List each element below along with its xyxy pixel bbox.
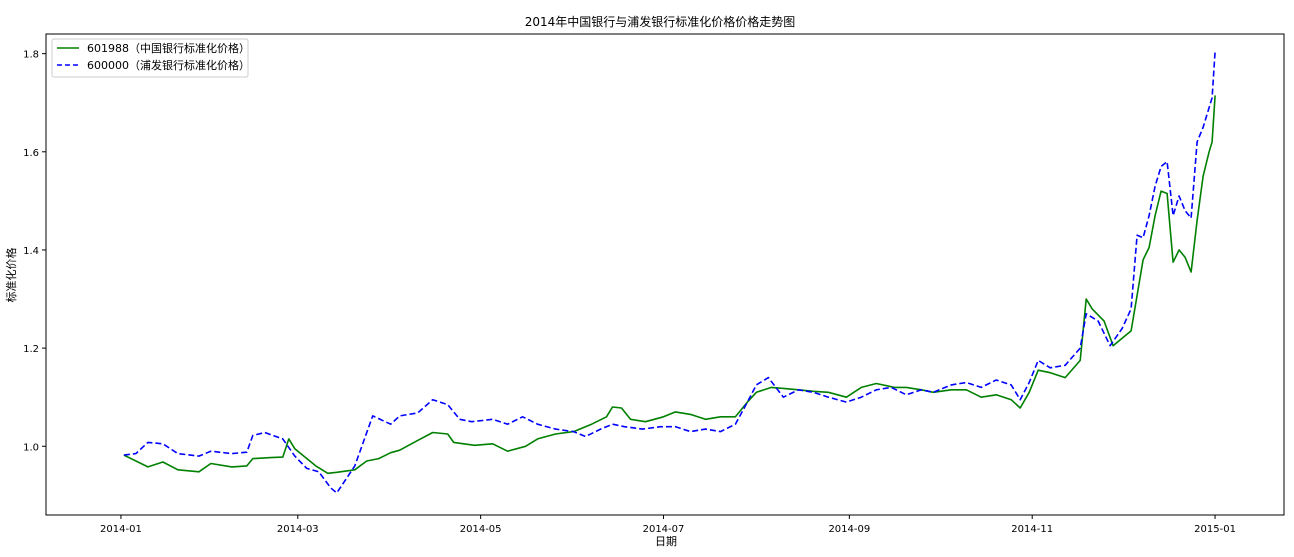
y-axis: 1.0 1.2 1.4 1.6 1.8 — [23, 50, 46, 453]
legend-box — [51, 38, 249, 78]
plot-area — [123, 51, 1216, 494]
x-tick-label: 2014-07 — [643, 524, 685, 535]
y-tick-label: 1.4 — [23, 246, 39, 257]
y-tick-label: 1.8 — [23, 50, 39, 61]
x-tick-label: 2015-01 — [1194, 524, 1236, 535]
x-tick-label: 2014-05 — [460, 524, 502, 535]
series-line-0 — [123, 95, 1216, 475]
x-tick-label: 2014-09 — [828, 524, 870, 535]
x-tick-label: 2014-11 — [1011, 524, 1053, 535]
y-tick-label: 1.6 — [23, 148, 39, 159]
legend-label-601988: 601988（中国银行标准化价格） — [87, 41, 250, 55]
x-axis-label: 日期 — [655, 535, 677, 548]
legend: 601988（中国银行标准化价格） 600000（浦发银行标准化价格） — [51, 38, 250, 78]
y-tick-label: 1.0 — [23, 442, 39, 453]
y-axis-label: 标准化价格 — [4, 248, 18, 303]
chart-title: 2014年中国银行与浦发银行标准化价格价格走势图 — [525, 14, 796, 29]
axes-frame — [45, 33, 1285, 516]
legend-label-600000: 600000（浦发银行标准化价格） — [87, 58, 250, 72]
x-tick-label: 2014-03 — [277, 524, 319, 535]
y-tick-label: 1.2 — [23, 344, 39, 355]
series-line-1 — [123, 51, 1216, 494]
x-tick-label: 2014-01 — [100, 524, 142, 535]
x-axis: 2014-01 2014-03 2014-05 2014-07 2014-09 2014-… — [100, 515, 1236, 535]
